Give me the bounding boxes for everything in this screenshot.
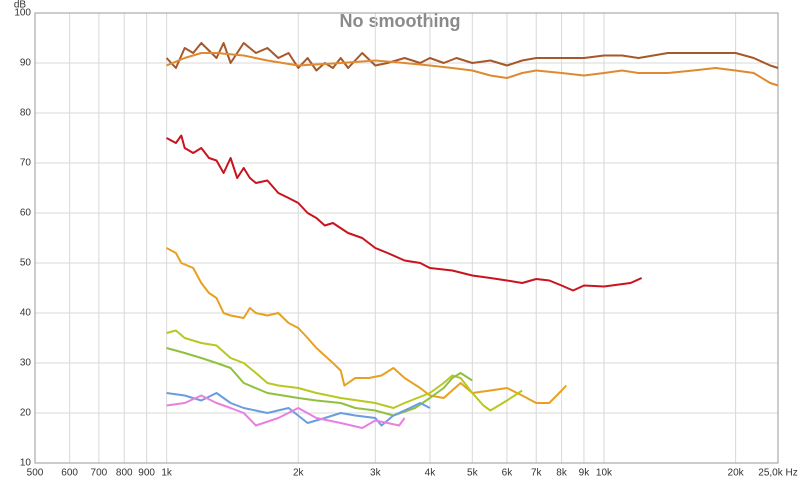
x-tick-label: 9k <box>579 468 591 479</box>
line-series <box>166 52 779 87</box>
line-series <box>165 42 779 72</box>
line-series <box>166 247 568 404</box>
x-tick-label: 3k <box>370 468 382 479</box>
chart-title: No smoothing <box>340 11 461 31</box>
x-tick-label: 700 <box>91 468 108 479</box>
x-tick-label: 10k <box>596 468 613 479</box>
y-tick-label: 100 <box>14 8 31 19</box>
x-tick-label: 2k <box>293 468 305 479</box>
x-tick-label: 20k <box>728 468 745 479</box>
y-tick-label: 30 <box>20 358 32 369</box>
plot-border <box>34 12 779 464</box>
x-tick-label: 900 <box>138 468 155 479</box>
y-tick-label: 90 <box>20 58 32 69</box>
line-series <box>166 134 643 292</box>
x-tick-label: 500 <box>27 468 44 479</box>
x-tick-label: 800 <box>116 468 133 479</box>
x-tick-label: 25,0k Hz <box>758 468 797 479</box>
y-tick-label: 60 <box>20 208 32 219</box>
line-series <box>166 347 473 417</box>
y-tick-label: 80 <box>20 108 32 119</box>
x-tick-label: 1k <box>161 468 173 479</box>
y-tick-label: 40 <box>20 308 32 319</box>
x-tick-label: 7k <box>531 468 543 479</box>
line-series <box>166 394 406 429</box>
y-tick-label: 20 <box>20 408 32 419</box>
x-tick-label: 8k <box>556 468 568 479</box>
line-series <box>166 392 431 427</box>
y-tick-label: 50 <box>20 258 32 269</box>
x-tick-label: 5k <box>467 468 479 479</box>
x-tick-label: 6k <box>502 468 514 479</box>
line-series <box>166 329 523 412</box>
x-tick-label: 4k <box>425 468 437 479</box>
x-tick-label: 600 <box>61 468 78 479</box>
y-tick-label: 10 <box>20 458 32 469</box>
y-tick-label: 70 <box>20 158 32 169</box>
y-axis-unit: dB <box>14 0 27 11</box>
